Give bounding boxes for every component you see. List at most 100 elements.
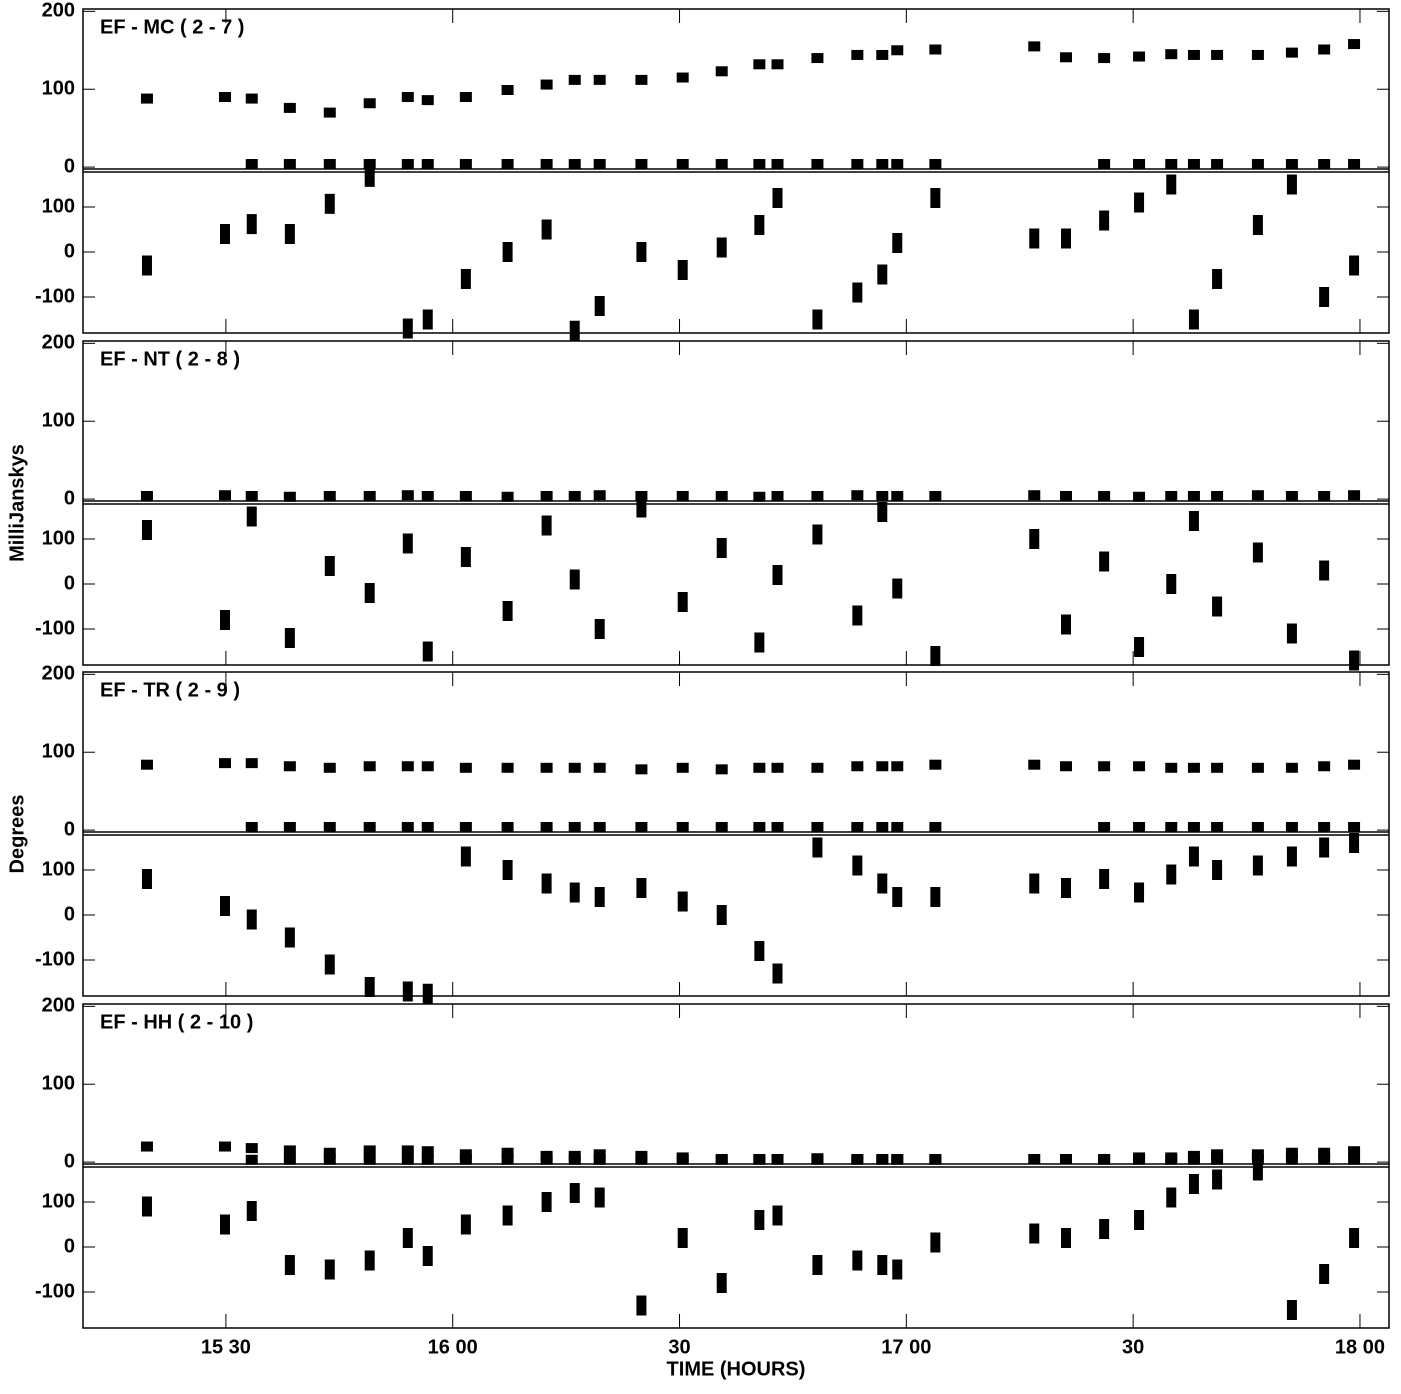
amplitude-point [540, 158, 553, 169]
amplitude-point [1133, 51, 1146, 62]
amplitude-point [876, 158, 889, 169]
amplitude-point [140, 490, 153, 501]
x-tick-label: 30 [668, 1336, 690, 1358]
amplitude-point [283, 761, 296, 772]
amplitude-point [421, 158, 434, 169]
amplitude-point [876, 490, 889, 501]
phase-point [1166, 574, 1177, 594]
phase-point [460, 1214, 471, 1235]
phase-point [930, 1232, 941, 1253]
phase-point [1061, 878, 1072, 898]
amplitude-point [1211, 49, 1224, 60]
phase-point [677, 1228, 688, 1248]
amplitude-point [140, 759, 153, 770]
amplitude-point [1285, 1147, 1298, 1158]
phase-point [1188, 511, 1199, 531]
phase-point [1029, 228, 1040, 249]
amplitude-point [1060, 52, 1073, 63]
amplitude-point [1251, 49, 1264, 60]
phase-point [852, 855, 863, 876]
phase-point [1134, 882, 1145, 903]
amplitude-point [245, 490, 258, 501]
amplitude-point [1028, 1153, 1041, 1164]
amplitude-point [891, 45, 904, 56]
phase-point [569, 320, 580, 341]
y2-tick-label: -100 [35, 1280, 75, 1302]
amplitude-point [540, 79, 553, 90]
phase-point [716, 1273, 727, 1293]
amplitude-point [1133, 491, 1146, 502]
phase-point [219, 1214, 230, 1235]
phase-point [716, 538, 727, 558]
amplitude-point [929, 44, 942, 55]
phase-point [1061, 228, 1072, 249]
amplitude-point [676, 1154, 689, 1165]
y-tick-label: 200 [42, 995, 75, 1017]
phase-point [324, 556, 335, 576]
panel-frame [82, 671, 1390, 997]
amplitude-point [401, 1145, 414, 1156]
amplitude-point [323, 1147, 336, 1158]
phase-point [594, 1187, 605, 1208]
amplitude-point [715, 1154, 728, 1165]
amplitude-point [715, 158, 728, 169]
phase-point [364, 583, 375, 603]
amplitude-point [593, 1154, 606, 1165]
phase-point [1252, 855, 1263, 876]
amplitude-point [1098, 821, 1111, 832]
amplitude-point [1060, 1153, 1073, 1164]
amplitude-point [540, 762, 553, 773]
amplitude-point [1165, 158, 1178, 169]
amplitude-point [401, 821, 414, 832]
phase-point [569, 1183, 580, 1203]
phase-point [1212, 269, 1223, 289]
phase-point [636, 1295, 647, 1316]
phase-point [1166, 1187, 1177, 1208]
amplitude-point [891, 490, 904, 501]
amplitude-point [851, 761, 864, 772]
phase-point [812, 837, 823, 858]
amplitude-point [715, 66, 728, 77]
amplitude-point [1187, 49, 1200, 60]
amplitude-point [1285, 821, 1298, 832]
phase-point [877, 1255, 888, 1275]
phase-point [460, 547, 471, 567]
phase-point [677, 592, 688, 612]
y-tick-label: 0 [64, 155, 75, 177]
amplitude-point [676, 762, 689, 773]
amplitude-point [421, 1154, 434, 1165]
amplitude-point [401, 490, 414, 501]
y2-tick-label: -100 [35, 617, 75, 639]
amplitude-point [593, 821, 606, 832]
phase-point [141, 255, 152, 276]
amplitude-point [1251, 1154, 1264, 1165]
amplitude-point [401, 1154, 414, 1165]
amplitude-point [283, 491, 296, 502]
amplitude-point [635, 158, 648, 169]
amplitude-point [753, 821, 766, 832]
amplitude-point [1348, 759, 1361, 770]
phase-point [877, 873, 888, 894]
phase-point [772, 963, 783, 984]
amplitude-point [1098, 158, 1111, 169]
amplitude-point [1211, 1149, 1224, 1160]
phase-point [541, 873, 552, 894]
phase-point [541, 515, 552, 536]
panel-frame [82, 340, 1390, 666]
phase-point [219, 610, 230, 630]
phase-point [594, 619, 605, 639]
amplitude-point [1165, 49, 1178, 60]
phase-point [569, 882, 580, 903]
amplitude-point [1251, 1149, 1264, 1160]
amplitude-point [245, 821, 258, 832]
amplitude-point [501, 491, 514, 502]
amplitude-point [891, 761, 904, 772]
y-tick-label: 0 [64, 1150, 75, 1172]
amplitude-point [363, 1154, 376, 1165]
amplitude-point [1028, 490, 1041, 501]
phase-point [502, 601, 513, 621]
amplitude-point [715, 821, 728, 832]
y2-tick-label: 100 [42, 858, 75, 880]
amplitude-point [363, 98, 376, 109]
amplitude-point [1133, 1154, 1146, 1165]
